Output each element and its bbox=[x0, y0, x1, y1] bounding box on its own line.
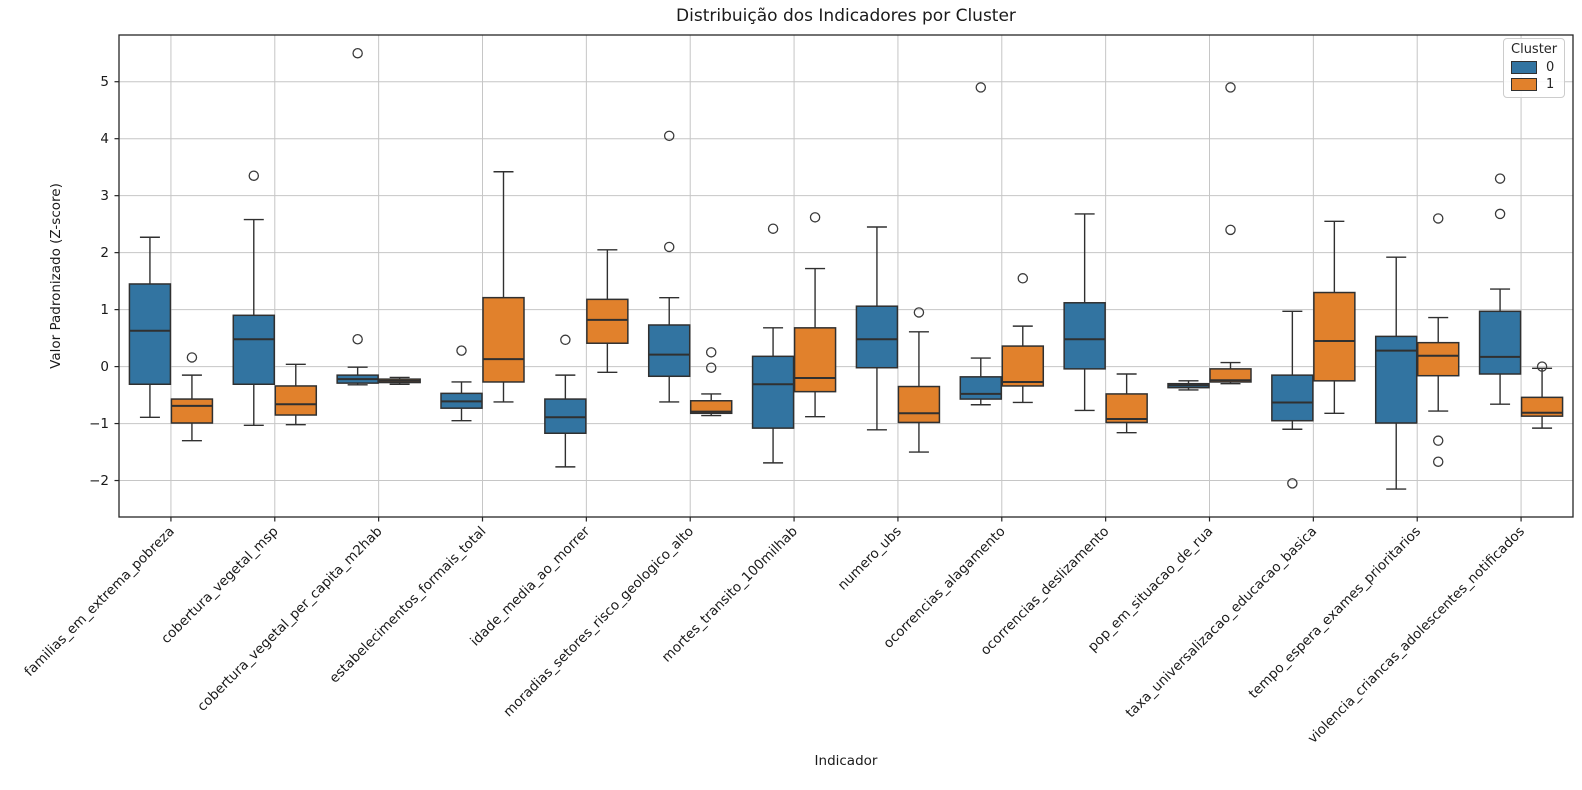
x-tick-label: moradias_setores_risco_geologico_alto bbox=[500, 524, 697, 721]
x-tick-label: cobertura_vegetal_per_capita_m2hab bbox=[194, 524, 385, 715]
outlier-point bbox=[1494, 173, 1506, 184]
x-tick-label: familias_em_extrema_pobreza bbox=[21, 524, 177, 680]
outlier-point bbox=[1017, 273, 1029, 284]
outlier-point bbox=[456, 345, 467, 356]
x-tick-label: violencia_criancas_adolescentes_notifica… bbox=[1305, 524, 1528, 747]
x-tick-label: numero_ubs bbox=[835, 524, 905, 594]
box-cluster-1 bbox=[1209, 368, 1252, 383]
box-cluster-0 bbox=[751, 355, 795, 429]
legend-title: Cluster bbox=[1511, 42, 1558, 57]
outlier-point bbox=[975, 82, 987, 93]
legend-swatch-cluster-1 bbox=[1511, 78, 1537, 91]
y-tick-label: 3 bbox=[100, 188, 109, 204]
x-tick-label: taxa_universalizacao_educacao_basica bbox=[1123, 524, 1321, 722]
box-cluster-0 bbox=[647, 324, 691, 378]
outlier-point bbox=[1432, 456, 1444, 467]
outlier-point bbox=[186, 352, 198, 363]
x-tick-label: ocorrencias_alagamento bbox=[880, 524, 1008, 652]
box-cluster-1 bbox=[586, 298, 629, 344]
outlier-point bbox=[560, 334, 571, 346]
legend: Cluster 0 1 bbox=[1503, 38, 1566, 98]
x-axis-label: Indicador bbox=[814, 753, 878, 769]
y-tick-label: 0 bbox=[100, 359, 109, 375]
box-cluster-1 bbox=[1001, 345, 1045, 387]
outlier-point bbox=[663, 130, 675, 142]
y-tick-label: −2 bbox=[89, 473, 109, 489]
box-cluster-0 bbox=[1271, 374, 1314, 422]
outlier-point bbox=[809, 212, 821, 223]
outlier-point bbox=[248, 170, 260, 181]
axes-border bbox=[118, 34, 1574, 518]
outlier-point bbox=[913, 307, 925, 318]
box-cluster-1 bbox=[482, 296, 525, 383]
legend-label-cluster-1: 1 bbox=[1546, 77, 1555, 92]
outlier-point bbox=[1225, 224, 1236, 236]
outlier-point bbox=[1536, 361, 1548, 372]
box-cluster-1 bbox=[1105, 393, 1148, 424]
outlier-point bbox=[1432, 435, 1444, 446]
outlier-point bbox=[1287, 478, 1298, 489]
legend-entry-cluster-0: 0 bbox=[1511, 61, 1557, 74]
y-tick-label: 1 bbox=[100, 302, 109, 318]
box-cluster-1 bbox=[274, 385, 318, 416]
box-cluster-0 bbox=[1374, 335, 1418, 424]
box-cluster-1 bbox=[1520, 396, 1564, 417]
box-cluster-0 bbox=[232, 314, 276, 386]
y-tick-label: 4 bbox=[100, 131, 109, 147]
box-cluster-0 bbox=[1478, 310, 1522, 375]
legend-swatch-cluster-0 bbox=[1511, 61, 1537, 74]
outlier-point bbox=[705, 347, 717, 358]
box-cluster-0 bbox=[544, 398, 587, 434]
outlier-point bbox=[352, 47, 363, 59]
x-tick-label: idade_media_ao_morrer bbox=[467, 523, 593, 649]
box-cluster-0 bbox=[855, 305, 899, 369]
box-cluster-1 bbox=[1416, 341, 1460, 377]
legend-label-cluster-0: 0 bbox=[1546, 60, 1555, 75]
outlier-point bbox=[352, 333, 363, 345]
y-axis-label: Valor Padronizado (Z-score) bbox=[48, 183, 64, 369]
outlier-point bbox=[1494, 208, 1506, 220]
outlier-point bbox=[705, 362, 717, 373]
x-tick-label: cobertura_vegetal_msp bbox=[158, 524, 281, 647]
outlier-point bbox=[663, 241, 675, 253]
legend-entry-cluster-1: 1 bbox=[1511, 78, 1557, 91]
box-cluster-1 bbox=[793, 327, 837, 393]
box-cluster-1 bbox=[1313, 291, 1356, 382]
box-cluster-0 bbox=[128, 283, 172, 386]
chart-title: Distribuição dos Indicadores por Cluster bbox=[676, 6, 1016, 26]
box-cluster-0 bbox=[959, 376, 1003, 400]
box-cluster-1 bbox=[170, 398, 214, 424]
outlier-point bbox=[1225, 82, 1236, 93]
box-cluster-0 bbox=[1063, 302, 1106, 370]
outlier-point bbox=[1432, 213, 1444, 224]
y-tick-label: 2 bbox=[100, 245, 109, 261]
y-tick-label: −1 bbox=[89, 416, 109, 432]
x-tick-label: tempo_espera_exames_prioritarios bbox=[1246, 524, 1424, 702]
y-tick-label: 5 bbox=[100, 74, 109, 90]
outlier-point bbox=[767, 223, 779, 234]
box-cluster-1 bbox=[897, 385, 941, 424]
box-cluster-1 bbox=[689, 400, 733, 415]
